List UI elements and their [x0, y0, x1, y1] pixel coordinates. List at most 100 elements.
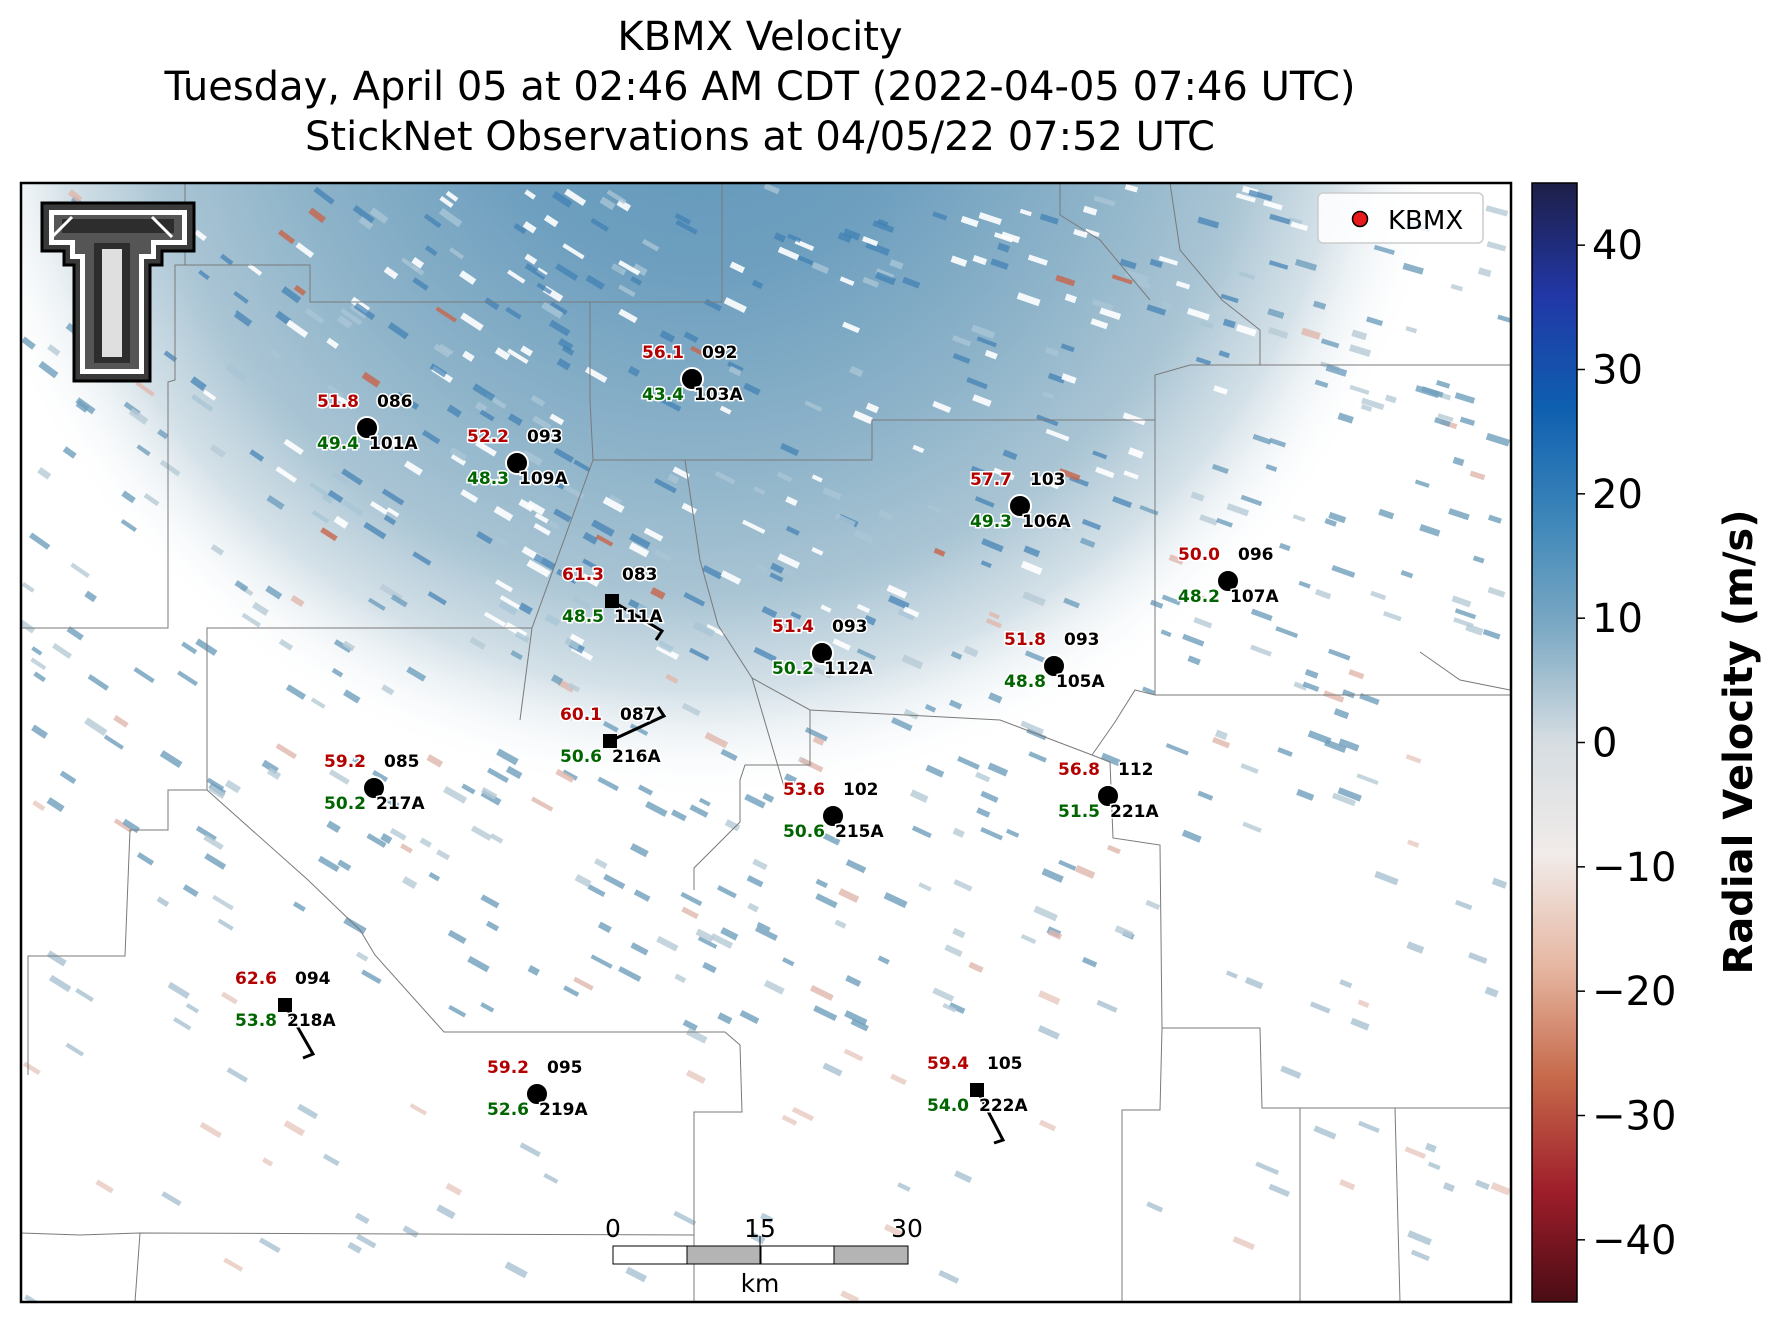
radar-gate: [1301, 327, 1321, 340]
radar-gate: [704, 731, 729, 749]
station-219A[interactable]: 59.2 095 52.6 219A: [486, 1057, 590, 1122]
radar-gate: [424, 245, 438, 257]
radar-gate: [275, 743, 297, 760]
radar-gate: [411, 256, 425, 269]
radar-gate: [182, 884, 199, 897]
radar-gate: [33, 671, 46, 683]
radar-gate: [897, 1182, 911, 1192]
radar-gate: [505, 765, 523, 780]
radar-gate: [1314, 588, 1332, 600]
radar-gate: [290, 594, 305, 608]
radar-gate: [1373, 244, 1395, 256]
radar-gate: [177, 670, 199, 687]
radar-gate: [252, 601, 269, 616]
station-105A[interactable]: 51.8 093 48.8 105A: [1003, 629, 1107, 694]
radar-gate: [603, 873, 626, 890]
radar-gate: [1370, 590, 1387, 601]
radar-gate: [1058, 468, 1081, 482]
radar-gate: [1016, 292, 1041, 307]
radar-gate: [75, 400, 90, 413]
radar-gate: [52, 643, 72, 659]
radar-gate: [1158, 255, 1179, 266]
scale-unit-label: km: [741, 1269, 780, 1298]
radar-gate: [557, 337, 574, 352]
radar-gate: [281, 286, 302, 304]
radar-gate: [1038, 1119, 1057, 1132]
radar-gate: [62, 446, 77, 459]
radar-gate: [1280, 1065, 1302, 1079]
radar-gate: [1293, 681, 1308, 691]
radar-gate: [770, 562, 785, 574]
station-109A[interactable]: 52.2 093 48.3 109A: [466, 426, 570, 491]
radar-gate: [573, 459, 591, 473]
station-111A[interactable]: 61.3 083 48.5 111A: [561, 564, 665, 641]
radar-gate: [862, 276, 880, 288]
radar-gate: [952, 352, 971, 364]
map-panel[interactable]: 51.8 086 49.4 101A 52.2 093 48.3 109A 56.1 092 43.…: [19, 181, 1520, 1309]
radar-gate: [832, 638, 851, 651]
radar-gate: [1338, 738, 1360, 752]
radar-gate: [597, 921, 612, 933]
radar-gate: [1451, 595, 1472, 608]
station-103A[interactable]: 56.1 092 43.4 103A: [641, 342, 745, 407]
station-222A[interactable]: 59.4 105 54.0 222A: [926, 1053, 1030, 1145]
radar-gate: [275, 310, 292, 326]
radar-gate: [1421, 386, 1444, 398]
radar-gate: [1448, 508, 1470, 521]
radar-gate: [1063, 597, 1080, 609]
radar-gate: [406, 666, 427, 682]
radar-gate: [782, 957, 795, 967]
radar-gate: [181, 641, 198, 655]
station-101A[interactable]: 51.8 086 49.4 101A: [316, 391, 420, 456]
colorbar-tick-label: −20: [1592, 969, 1676, 1015]
radar-gate: [533, 553, 556, 571]
radar-gate: [1042, 391, 1054, 400]
radar-gate: [1199, 514, 1218, 526]
radar-gate: [918, 882, 932, 892]
station-red-value: 51.4: [772, 617, 814, 637]
radar-gate: [633, 889, 651, 902]
radar-gate: [984, 349, 998, 360]
station-circle-marker: [1042, 654, 1066, 678]
radar-gate: [190, 376, 207, 391]
radar-gate: [198, 269, 210, 281]
radar-gate: [37, 466, 52, 480]
radar-gate: [1218, 350, 1230, 359]
radar-gate: [660, 397, 682, 412]
radar-gate: [849, 365, 864, 377]
radar-gate: [1093, 195, 1116, 207]
radar-gate: [286, 319, 309, 338]
radar-gate: [331, 471, 349, 486]
radar-gate: [785, 525, 800, 536]
station-221A[interactable]: 56.8 112 51.5 221A: [1057, 759, 1161, 824]
radar-gate: [1382, 611, 1402, 622]
radar-gate: [402, 1225, 419, 1238]
radar-gate: [1312, 300, 1327, 310]
radar-gate: [674, 213, 692, 225]
radar-gate: [903, 606, 920, 618]
station-218A[interactable]: 62.6 094 53.8 218A: [234, 968, 338, 1060]
station-106A[interactable]: 57.7 103 49.3 106A: [969, 469, 1073, 534]
radar-gate: [698, 797, 711, 807]
station-215A[interactable]: 53.6 102 50.6 215A: [782, 779, 886, 844]
radar-gate: [562, 243, 585, 260]
radar-gate: [548, 319, 571, 337]
station-id-label: 217A: [376, 794, 425, 814]
radar-gate: [472, 383, 496, 402]
station-107A[interactable]: 50.0 096 48.2 107A: [1177, 544, 1281, 609]
radar-gate: [1128, 374, 1146, 385]
radar-gate: [723, 297, 747, 313]
station-217A[interactable]: 59.2 085 50.2 217A: [323, 751, 427, 816]
station-112A[interactable]: 51.4 093 50.2 112A: [771, 616, 875, 681]
colorbar: 40 30 20 10 0 −10 −20 −30 −40 Radial Velocity (m…: [1531, 182, 1762, 1303]
radar-gate: [87, 674, 109, 691]
radar-gate: [954, 1170, 973, 1183]
station-216A[interactable]: 60.1 087 50.6 216A: [559, 704, 667, 769]
radar-gate: [221, 991, 238, 1005]
radar-gate: [1484, 986, 1499, 998]
radar-gate: [513, 223, 527, 235]
radar-gate: [1313, 1125, 1337, 1140]
radar-gate: [484, 297, 500, 311]
radar-gate: [744, 793, 766, 809]
radar-gate: [980, 560, 992, 569]
